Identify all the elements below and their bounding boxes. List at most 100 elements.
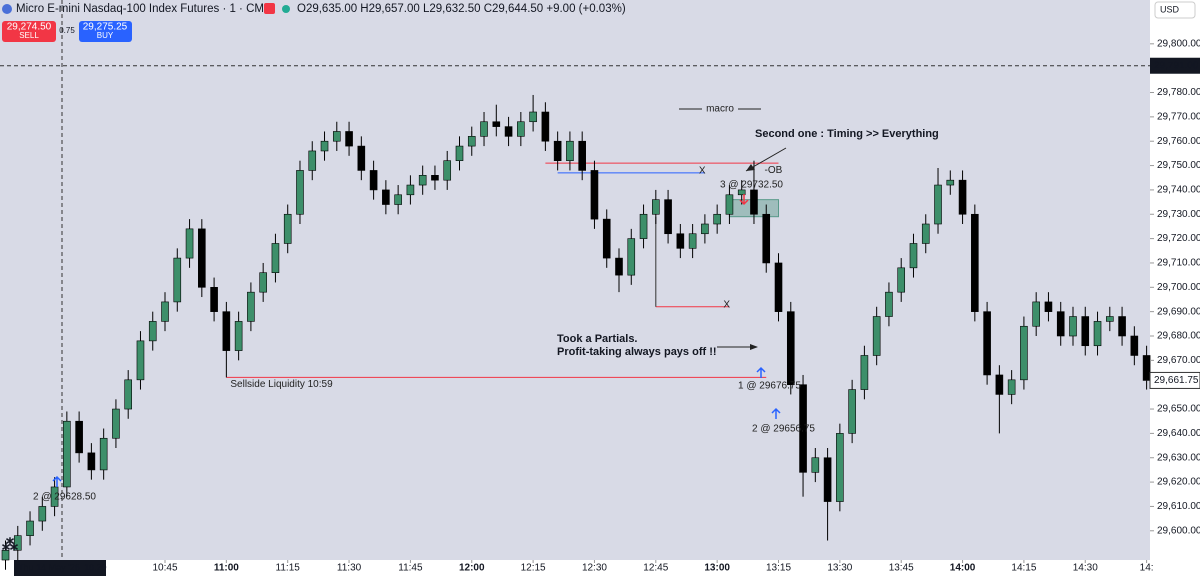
x-tick-label: 13:15 xyxy=(766,563,791,574)
candle xyxy=(504,116,513,147)
candle xyxy=(946,170,955,195)
crosshair-price-bg xyxy=(1150,57,1200,74)
crosshair-time: 10:20 xyxy=(84,562,107,572)
candle-body xyxy=(1044,301,1053,312)
y-tick-label: 29,750.00 xyxy=(1157,160,1200,171)
candle-body xyxy=(909,243,918,269)
candle xyxy=(1056,301,1065,346)
trade-label: 2 @ 29656.75 xyxy=(752,424,815,435)
crosshair-time-bg xyxy=(14,560,106,576)
sell-arrow xyxy=(739,194,749,206)
candle-body xyxy=(811,457,820,473)
level-label: X xyxy=(723,299,730,310)
candle xyxy=(934,168,942,234)
candle-body xyxy=(639,213,648,239)
candle-body xyxy=(467,136,476,147)
candle-body xyxy=(136,340,145,381)
candle-body xyxy=(210,287,218,312)
candle-body xyxy=(75,420,83,454)
flag xyxy=(264,3,275,14)
candle xyxy=(553,131,562,171)
candle xyxy=(1130,326,1139,366)
candle xyxy=(971,204,979,322)
candle xyxy=(1118,306,1126,346)
candle-body xyxy=(664,199,672,235)
candle-body xyxy=(369,170,378,191)
y-tick-label: 29,600.00 xyxy=(1157,525,1200,536)
candle xyxy=(50,477,59,517)
candle xyxy=(198,219,206,298)
candle-body xyxy=(602,218,611,259)
candle-body xyxy=(504,126,513,137)
candle xyxy=(578,131,586,181)
sell-button[interactable] xyxy=(2,21,56,42)
candle-body xyxy=(774,262,783,312)
candle-body xyxy=(529,111,537,123)
x-tick-label: 11:15 xyxy=(276,563,301,574)
candle xyxy=(983,301,991,385)
candle xyxy=(406,175,415,205)
candle-body xyxy=(382,189,390,205)
candle-body xyxy=(737,189,746,196)
candle-body xyxy=(725,194,734,215)
symbol: Micro E-mini Nasdaq-100 Index Futures · … xyxy=(16,3,272,15)
candle xyxy=(909,233,918,278)
last-price-bg xyxy=(1149,371,1200,389)
candle xyxy=(124,370,132,419)
buy-arrow xyxy=(756,366,766,378)
candle xyxy=(713,204,721,234)
spread: 0.75 xyxy=(59,26,75,35)
candle-body xyxy=(87,452,96,471)
y-tick-label: 29,610.00 xyxy=(1157,501,1200,512)
candle-body xyxy=(185,228,194,259)
candle-body xyxy=(222,311,231,351)
candle-body xyxy=(934,184,942,225)
candle xyxy=(13,525,22,560)
candle xyxy=(1106,306,1114,332)
macro-label: macro xyxy=(706,104,734,115)
trade-label: 2 @ 29628.50 xyxy=(33,492,96,503)
note: Took a Partials. xyxy=(557,333,638,345)
candle-body xyxy=(1130,335,1139,356)
candle xyxy=(112,399,120,448)
candle xyxy=(185,219,194,268)
candle xyxy=(320,131,329,161)
sell-label: SELL xyxy=(19,31,39,40)
candle-body xyxy=(345,131,353,147)
candle xyxy=(836,423,844,512)
candle-body xyxy=(1056,311,1065,337)
candle-body xyxy=(26,520,34,536)
level-label: Sellside Liquidity 10:59 xyxy=(230,379,333,390)
x-tick-label: 14: xyxy=(1140,563,1154,574)
candle xyxy=(590,160,599,229)
candle-body xyxy=(480,121,488,137)
crosshair-price: 29,791.00 xyxy=(1154,60,1199,71)
candle xyxy=(750,160,758,224)
buy-arrow xyxy=(52,475,62,487)
arrow-head xyxy=(750,344,758,350)
candle-body xyxy=(161,301,169,322)
candle-body xyxy=(50,486,59,507)
candle-body xyxy=(431,175,439,181)
candle-body xyxy=(578,140,586,171)
candle xyxy=(210,277,218,322)
x-tick-label: 12:30 xyxy=(582,563,607,574)
y-tick-label: 29,630.00 xyxy=(1157,452,1200,463)
candle xyxy=(63,411,71,497)
candle xyxy=(1007,370,1016,405)
candle xyxy=(480,112,488,147)
candle-body xyxy=(492,121,501,127)
candle xyxy=(958,170,967,224)
y-tick-label: 29,700.00 xyxy=(1157,282,1200,293)
candle-body xyxy=(308,150,317,171)
candle-body xyxy=(701,223,709,235)
candle-body xyxy=(995,374,1004,395)
currency-button[interactable] xyxy=(1154,1,1196,19)
x-tick-label: 14:00 xyxy=(950,563,976,574)
buy-button[interactable] xyxy=(79,21,132,42)
candle-body xyxy=(1081,316,1090,347)
x-tick-label: 14:30 xyxy=(1073,563,1098,574)
candle-body xyxy=(848,389,856,434)
candle-body xyxy=(455,145,464,161)
last-price-label: 29,661.75 xyxy=(1154,375,1199,386)
